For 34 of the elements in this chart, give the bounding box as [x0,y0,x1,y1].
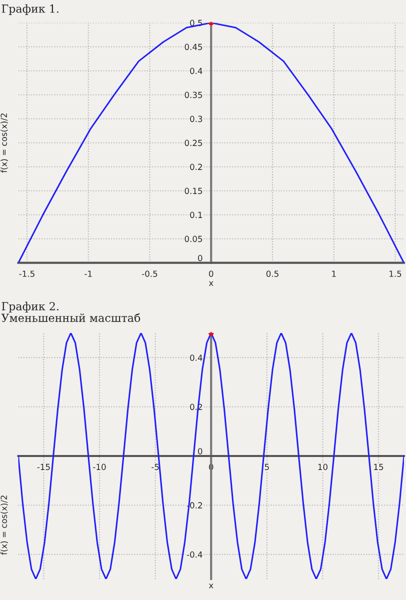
x-axis-title: x [208,281,214,286]
y-tick-label: 0 [198,448,202,454]
x-tick-label: 0.5 [266,270,278,277]
y-tick-label: 0.25 [184,140,202,146]
y-tick-label: 0.35 [184,92,202,98]
y-tick-label: 0.15 [184,188,202,194]
line-series [18,333,404,579]
y-tick-label: 0 [198,254,202,262]
y-tick-label: 0.45 [184,44,202,50]
x-tick-label: -15 [37,464,50,470]
y-tick-label: 0.1 [190,212,202,218]
x-tick-label: -1.5 [19,270,34,277]
y-tick-label: -0.4 [186,551,202,558]
y-tick-label: 0.4 [190,354,202,361]
x-axis-title: x [208,584,214,588]
y-tick-label: 0.4 [190,68,202,74]
chart-subtitle: Уменьшенный масштаб [1,313,140,322]
y-tick-label: 0.05 [184,236,202,242]
x-tick-label: -0.5 [142,270,158,277]
y-tick-label: 0.2 [190,164,202,170]
x-tick-label: 10 [318,464,328,470]
x-tick-label: 0 [209,270,214,277]
x-tick-label: -5 [152,464,159,470]
y-axis-title: f(x) = cos(x)/2 [0,114,8,173]
x-tick-label: 1 [332,270,336,277]
y-tick-label: 0.3 [190,116,202,122]
chart-title: График 1. [2,4,58,15]
x-tick-label: 1.5 [390,270,402,277]
chart-title: График 2. [2,302,58,313]
x-tick-label: 5 [264,464,269,470]
x-tick-label: -1 [84,270,92,277]
x-tick-label: -10 [93,464,106,470]
x-tick-label: 15 [374,464,384,470]
y-axis-title: f(x) = cos(x)/2 [0,496,8,555]
